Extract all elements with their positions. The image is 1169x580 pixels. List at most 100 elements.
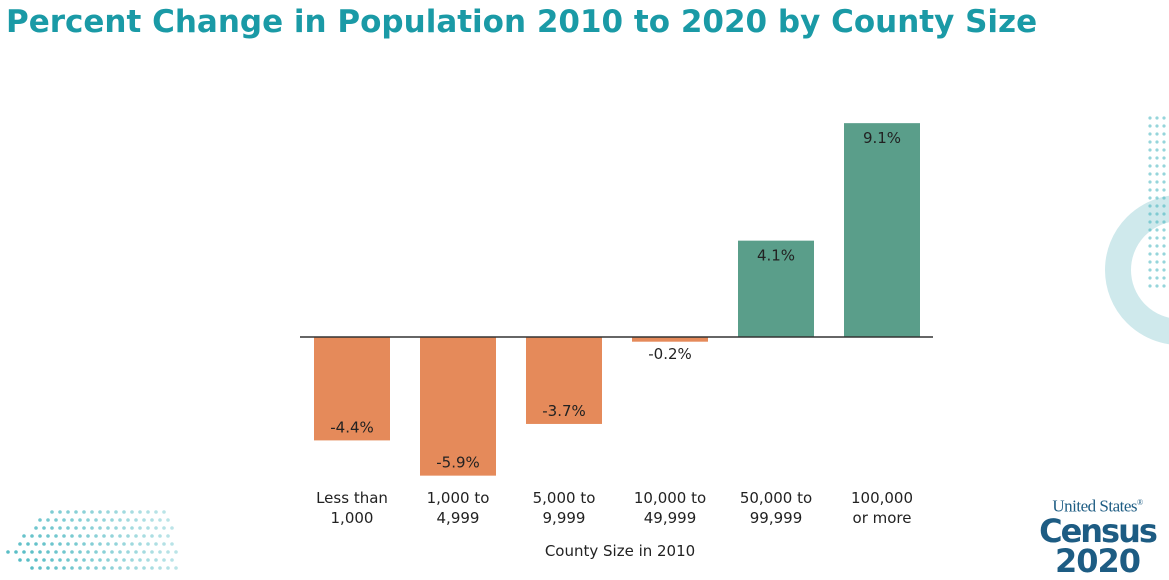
decor-dot bbox=[130, 510, 134, 514]
data-label-2: -3.7% bbox=[542, 402, 586, 420]
x-tick-label-0-0: Less than bbox=[316, 489, 388, 507]
decor-dot bbox=[78, 534, 82, 538]
chart-title: Percent Change in Population 2010 to 202… bbox=[6, 4, 1038, 40]
decor-dot bbox=[1155, 132, 1159, 136]
decor-dot bbox=[1148, 172, 1152, 176]
decor-dot bbox=[162, 558, 166, 562]
decor-dot bbox=[78, 550, 82, 554]
decor-dot bbox=[50, 510, 54, 514]
decor-dot bbox=[62, 566, 66, 570]
x-tick-label-4-0: 50,000 to bbox=[740, 489, 812, 507]
decor-dot bbox=[150, 550, 154, 554]
bar-4 bbox=[738, 240, 814, 337]
decor-dot bbox=[46, 566, 50, 570]
decor-dot bbox=[54, 566, 58, 570]
decor-dot bbox=[82, 526, 86, 530]
decor-dot bbox=[166, 566, 170, 570]
data-label-5: 9.1% bbox=[863, 129, 901, 147]
decor-dot bbox=[118, 518, 122, 522]
decor-dot bbox=[82, 542, 86, 546]
decor-dot bbox=[58, 558, 62, 562]
decor-dot bbox=[66, 558, 70, 562]
bar-3 bbox=[632, 337, 708, 342]
decor-dot bbox=[42, 526, 46, 530]
decor-dot bbox=[98, 526, 102, 530]
decor-dot bbox=[1148, 268, 1152, 272]
decor-dot bbox=[94, 518, 98, 522]
decor-dot bbox=[1148, 164, 1152, 168]
decor-dot bbox=[134, 566, 138, 570]
decor-dot bbox=[154, 510, 158, 514]
decor-dot bbox=[1162, 156, 1166, 160]
data-labels: -4.4% -5.9% -3.7% -0.2% 4.1% 9.1% bbox=[330, 129, 901, 472]
decor-dot bbox=[1155, 276, 1159, 280]
decor-dot bbox=[78, 518, 82, 522]
decor-dot bbox=[50, 542, 54, 546]
decor-dot bbox=[54, 534, 58, 538]
decor-dot bbox=[1148, 180, 1152, 184]
decor-dot bbox=[1155, 180, 1159, 184]
decor-dot bbox=[62, 518, 66, 522]
decor-dot bbox=[1148, 188, 1152, 192]
decor-dot bbox=[86, 566, 90, 570]
decor-dot bbox=[18, 542, 22, 546]
x-tick-label-0-1: 1,000 bbox=[331, 509, 374, 527]
bar-1 bbox=[420, 337, 496, 476]
decor-dot bbox=[174, 566, 178, 570]
decor-dot bbox=[98, 510, 102, 514]
x-tick-label-4-1: 99,999 bbox=[750, 509, 803, 527]
decor-dot bbox=[114, 510, 118, 514]
decor-dot bbox=[1148, 284, 1152, 288]
decor-dot bbox=[118, 534, 122, 538]
decor-dot bbox=[1162, 268, 1166, 272]
decor-dot bbox=[170, 542, 174, 546]
decor-dot bbox=[1148, 156, 1152, 160]
x-tick-label-2-1: 9,999 bbox=[543, 509, 586, 527]
decor-dot bbox=[34, 542, 38, 546]
decor-dot bbox=[50, 526, 54, 530]
decor-dot bbox=[82, 510, 86, 514]
decor-dot bbox=[34, 558, 38, 562]
decor-dot bbox=[58, 542, 62, 546]
data-label-3: -0.2% bbox=[648, 345, 692, 363]
decor-dot bbox=[1148, 196, 1152, 200]
decor-dot bbox=[1155, 212, 1159, 216]
data-label-1: -5.9% bbox=[436, 454, 480, 472]
decor-dot bbox=[74, 526, 78, 530]
decor-dot bbox=[102, 566, 106, 570]
decor-dot bbox=[1148, 236, 1152, 240]
decor-dot bbox=[66, 510, 70, 514]
decor-dot bbox=[166, 550, 170, 554]
decor-dot bbox=[22, 550, 26, 554]
decor-dot bbox=[126, 550, 130, 554]
decor-dot bbox=[30, 534, 34, 538]
decor-dot bbox=[90, 510, 94, 514]
decor-dot bbox=[122, 510, 126, 514]
decor-dot bbox=[122, 558, 126, 562]
decor-dot bbox=[1162, 204, 1166, 208]
x-tick-label-5-1: or more bbox=[853, 509, 912, 527]
decor-dot bbox=[66, 542, 70, 546]
decor-dot bbox=[18, 558, 22, 562]
decor-dot bbox=[94, 566, 98, 570]
decor-dot bbox=[26, 542, 30, 546]
decor-dot bbox=[1162, 116, 1166, 120]
decor-dot bbox=[146, 558, 150, 562]
decor-dot bbox=[142, 566, 146, 570]
decor-dot bbox=[26, 558, 30, 562]
decor-dot bbox=[150, 534, 154, 538]
decor-dot bbox=[1148, 220, 1152, 224]
decor-dot bbox=[94, 550, 98, 554]
decor-dot bbox=[106, 510, 110, 514]
decor-dot bbox=[134, 534, 138, 538]
decor-dot bbox=[162, 510, 166, 514]
decor-dot bbox=[154, 558, 158, 562]
decor-dot bbox=[106, 526, 110, 530]
decor-dot bbox=[70, 534, 74, 538]
decor-dot bbox=[122, 542, 126, 546]
decor-dot bbox=[1155, 260, 1159, 264]
decor-dot bbox=[138, 510, 142, 514]
decor-dot bbox=[1162, 172, 1166, 176]
decor-dot bbox=[158, 534, 162, 538]
